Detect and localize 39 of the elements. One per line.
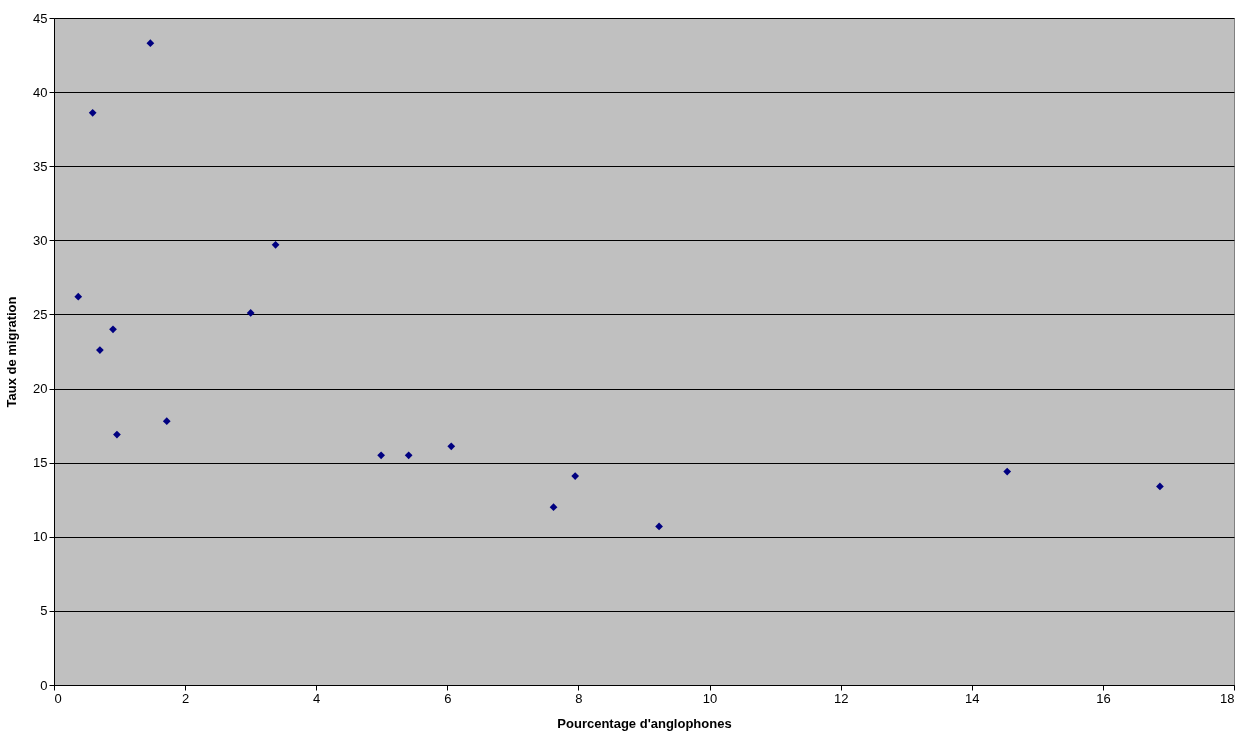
x-tick-label: 10 [702,690,718,706]
point [549,503,558,512]
y-tick-label: 35 [33,158,48,174]
x-tick-label: 16 [1096,690,1111,706]
y-tick-label: 15 [33,455,48,471]
y-tick-label: 40 [33,84,48,100]
point [271,240,280,249]
point [88,108,97,117]
y-tick-label: 10 [33,529,48,545]
y-tick-label: 25 [33,306,48,322]
x-tick-label: 8 [575,690,583,706]
point [1003,467,1012,476]
point [571,472,580,480]
point [246,309,255,317]
y-tick-label: 0 [40,677,48,693]
x-tick-label: 4 [313,690,321,706]
point [113,430,121,439]
point [655,522,663,531]
point [109,325,117,334]
point [377,451,385,460]
point [447,442,456,451]
point [74,292,83,301]
y-tick-label: 20 [33,381,48,397]
point [1156,482,1164,491]
x-tick-label: 0 [54,690,62,706]
y-tick-label: 5 [40,603,48,619]
x-tick-label: 12 [833,690,849,706]
x-tick-label: 14 [965,690,980,706]
y-tick-label: 45 [33,10,48,26]
y-axis-title: Taux de migration [4,296,20,408]
x-tick-label: 18 [1220,690,1235,706]
y-tick-label: 30 [33,232,48,248]
point [96,346,104,354]
x-axis-title: Pourcentage d'anglophones [557,715,732,731]
point [162,417,171,426]
point [404,451,413,460]
x-tick-label: 6 [444,690,452,706]
point [146,39,155,48]
x-tick-label: 2 [181,690,190,706]
